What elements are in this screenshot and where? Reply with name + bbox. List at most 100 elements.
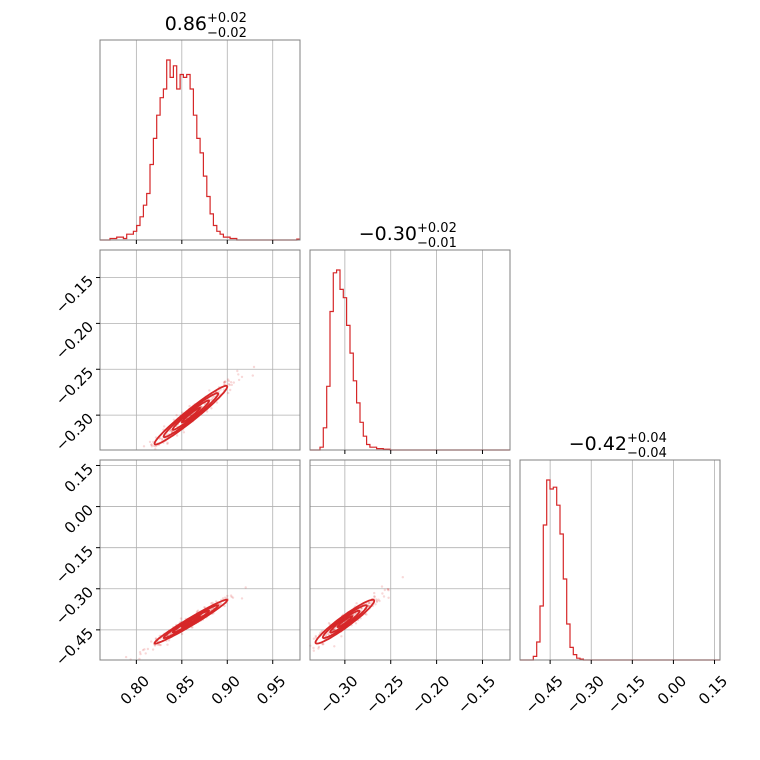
- scatter-point: [221, 597, 225, 600]
- scatter-point: [150, 445, 154, 448]
- scatter-point: [340, 635, 343, 638]
- scatter-point: [229, 381, 233, 384]
- scatter-point: [172, 418, 176, 421]
- x-tick-label-param-3: 0.15: [695, 672, 731, 708]
- scatter-point: [401, 576, 404, 579]
- scatter-point: [368, 601, 371, 605]
- scatter-panel-3-1: [96, 459, 301, 664]
- scatter-point: [215, 600, 218, 603]
- scatter-point: [378, 599, 381, 603]
- scatter-point: [205, 410, 209, 413]
- contour-level-2: [329, 609, 361, 634]
- scatter-point: [161, 438, 164, 442]
- scatter-point: [321, 643, 324, 646]
- y-tick-label-param-3: 0.00: [61, 501, 97, 537]
- scatter-point: [166, 442, 169, 445]
- scatter-point: [124, 655, 128, 659]
- scatter-point: [365, 613, 368, 616]
- scatter-point: [387, 589, 390, 592]
- scatter-point: [151, 648, 155, 651]
- contour-level-1: [180, 615, 201, 628]
- scatter-point: [367, 604, 370, 608]
- density-contours: [153, 598, 229, 645]
- contour-level-3: [162, 392, 220, 438]
- scatter-point: [212, 395, 215, 398]
- title-median: −0.42: [569, 433, 627, 455]
- x-tick-label-param-1: 0.80: [117, 672, 153, 708]
- scatter-point: [355, 602, 358, 605]
- scatter-point: [144, 652, 147, 655]
- scatter-point: [223, 380, 227, 383]
- panel-border: [99, 39, 301, 241]
- contour-level-4: [153, 384, 229, 446]
- y-tick-label-param-2: −0.20: [52, 318, 97, 363]
- scatter-point: [191, 626, 194, 629]
- scatter-point: [368, 601, 371, 605]
- scatter-point: [139, 652, 142, 656]
- scatter-point: [188, 404, 191, 408]
- scatter-point: [373, 595, 376, 599]
- scatter-point: [148, 440, 152, 444]
- scatter-point: [327, 622, 331, 625]
- scatter-point: [231, 596, 235, 599]
- scatter-point: [158, 643, 161, 647]
- scatter-point: [360, 607, 363, 610]
- scatter-point: [251, 374, 254, 377]
- scatter-point: [158, 437, 162, 440]
- panel-background: [520, 460, 720, 660]
- scatter-point: [226, 594, 229, 598]
- scatter-point: [227, 382, 230, 386]
- scatter-point: [367, 601, 370, 604]
- scatter-point: [182, 431, 186, 434]
- scatter-point: [375, 598, 378, 601]
- title-minus-error: −0.02: [207, 26, 247, 41]
- x-tick-label-param-2: −0.15: [454, 672, 499, 717]
- scatter-point: [196, 609, 200, 612]
- title-plus-error: +0.02: [207, 11, 247, 26]
- param-title-1: 0.86 +0.02−0.02: [165, 11, 247, 41]
- scatter-point: [382, 595, 386, 598]
- panels-layer: [96, 39, 721, 664]
- scatter-point: [211, 601, 214, 605]
- scatter-panel-3-2: [309, 459, 511, 664]
- scatter-panel-2-1: [96, 249, 301, 451]
- scatter-point: [195, 610, 199, 613]
- scatter-point: [153, 644, 157, 647]
- x-tick-label-param-3: −0.30: [563, 672, 608, 717]
- titles-layer: 0.86 +0.02−0.02−0.30 +0.02−0.01−0.42 +0.04−…: [165, 11, 667, 461]
- scatter-point: [210, 602, 213, 605]
- scatter-point: [375, 599, 379, 602]
- scatter-point: [180, 632, 184, 636]
- scatter-point: [236, 369, 239, 373]
- y-tick-label-param-3: −0.45: [52, 624, 97, 669]
- scatter-point: [210, 407, 213, 410]
- scatter-point: [229, 594, 233, 597]
- scatter-point: [166, 643, 169, 646]
- scatter-point: [317, 647, 320, 650]
- scatter-point: [138, 651, 142, 654]
- contour-level-1: [336, 615, 354, 628]
- scatter-point: [169, 632, 172, 635]
- x-tick-label-param-1: 0.95: [253, 672, 289, 708]
- y-tick-label-param-2: −0.25: [52, 364, 97, 409]
- scatter-point: [230, 383, 233, 387]
- x-tick-label-param-3: −0.15: [604, 672, 649, 717]
- scatter-point: [210, 398, 213, 402]
- panel-background: [100, 460, 300, 660]
- scatter-point: [223, 596, 227, 599]
- scatter-point: [152, 444, 156, 447]
- scatter-point: [227, 379, 230, 383]
- scatter-point: [383, 588, 386, 592]
- scatter-point: [373, 591, 376, 595]
- scatter-point: [237, 373, 240, 376]
- scatter-point: [352, 614, 355, 617]
- scatter-point: [215, 401, 219, 404]
- param-title-3: −0.42 +0.04−0.04: [569, 431, 667, 461]
- scatter-point: [217, 390, 220, 393]
- scatter-point: [314, 636, 318, 639]
- y-tick-label-param-3: −0.30: [52, 583, 97, 628]
- panel-border: [99, 459, 301, 661]
- scatter-point: [387, 588, 390, 591]
- scatter-point: [237, 378, 241, 382]
